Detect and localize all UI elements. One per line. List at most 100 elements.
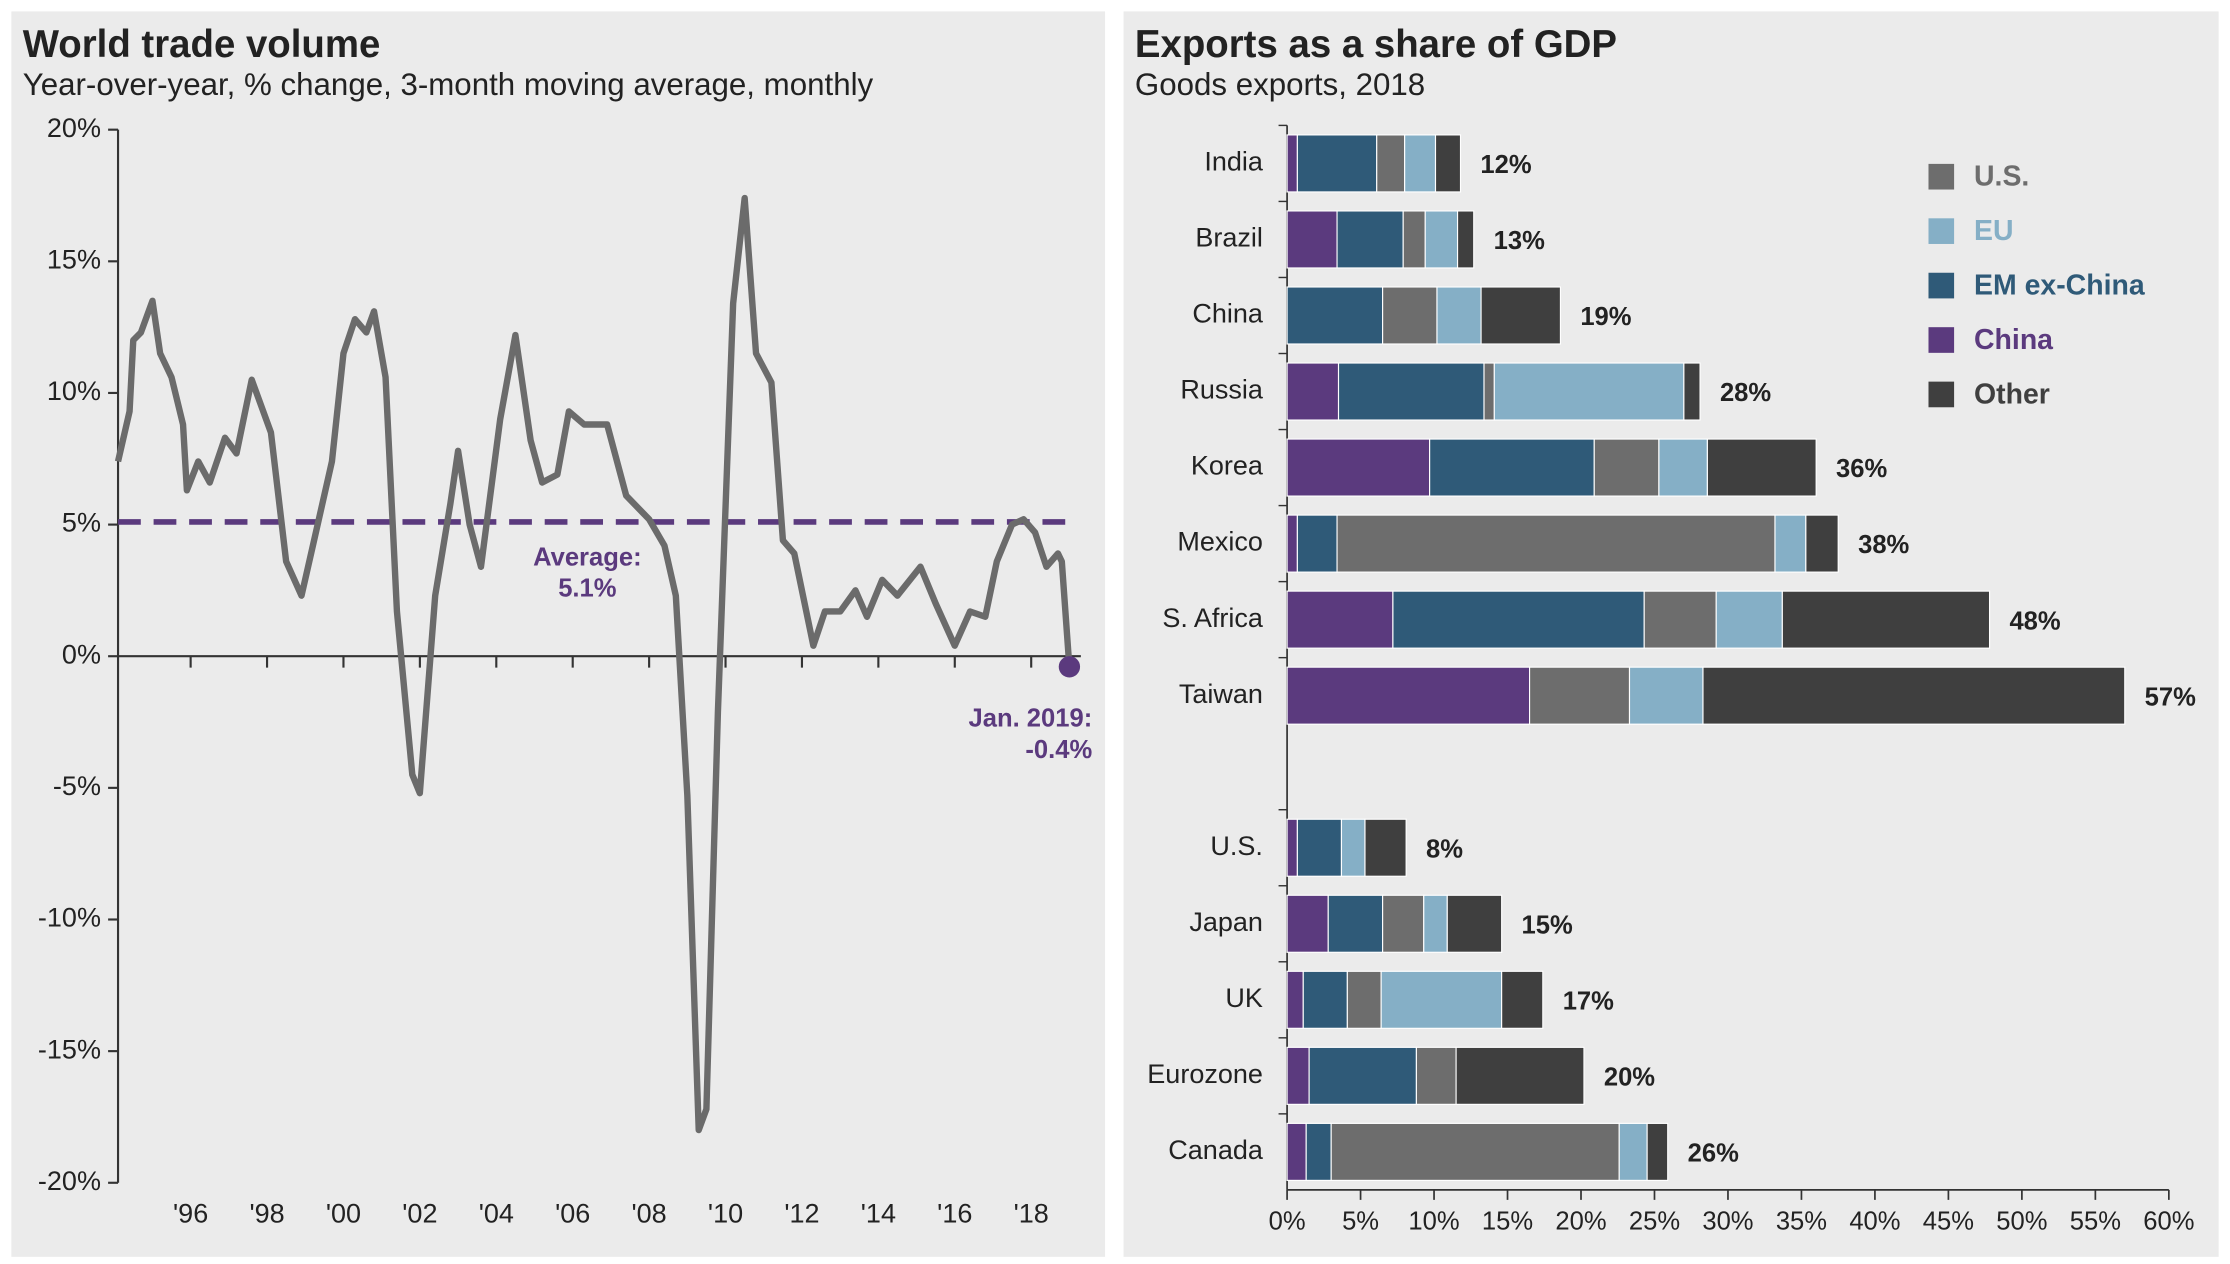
x-tick-label: 30% — [1702, 1207, 1753, 1235]
x-tick-label: 55% — [2070, 1207, 2121, 1235]
bar-segment — [1434, 134, 1462, 193]
annotation: 5.1% — [558, 575, 617, 603]
y-tick-label: Japan — [1189, 907, 1263, 937]
chart-title: Exports as a share of GDP — [1135, 23, 1617, 66]
y-tick-label: China — [1192, 299, 1264, 329]
bar-segment — [1286, 894, 1329, 953]
bar-segment — [1774, 514, 1807, 573]
y-tick-label: U.S. — [1210, 831, 1263, 861]
x-tick-label: 45% — [1923, 1207, 1974, 1235]
y-tick-label: -5% — [53, 771, 101, 801]
x-tick-label: 0% — [1269, 1207, 1306, 1235]
bar-segment — [1382, 286, 1438, 345]
x-tick-label: '18 — [1014, 1199, 1049, 1229]
bar-segment — [1429, 438, 1595, 497]
bar-segment — [1337, 362, 1485, 421]
annotation: -0.4% — [1025, 736, 1092, 764]
y-tick-label: UK — [1225, 983, 1263, 1013]
bar-segment — [1423, 894, 1448, 953]
y-tick-label: 10% — [47, 376, 101, 406]
bar-segment — [1286, 514, 1298, 573]
bar-segment — [1424, 210, 1459, 269]
y-tick-label: 0% — [62, 639, 101, 669]
bar-segment — [1643, 590, 1717, 649]
total-label: 26% — [1688, 1139, 1739, 1167]
x-tick-label: '02 — [402, 1199, 437, 1229]
legend-label: EM ex-China — [1974, 269, 2146, 301]
x-tick-label: '00 — [326, 1199, 361, 1229]
chart-subtitle: Year-over-year, % change, 3-month moving… — [23, 67, 874, 102]
bar-segment — [1376, 134, 1406, 193]
y-tick-label: Korea — [1191, 451, 1264, 481]
bar-segment — [1706, 438, 1817, 497]
left-panel — [11, 11, 1106, 1257]
bar-segment — [1286, 438, 1431, 497]
legend-label: China — [1974, 324, 2054, 356]
y-tick-label: Eurozone — [1147, 1059, 1263, 1089]
total-label: 36% — [1836, 455, 1887, 483]
x-tick-label: '12 — [784, 1199, 819, 1229]
x-tick-label: 15% — [1482, 1207, 1533, 1235]
legend-swatch — [1928, 272, 1955, 299]
legend-label: Other — [1974, 378, 2050, 410]
bar-segment — [1456, 210, 1475, 269]
y-tick-label: Taiwan — [1179, 679, 1263, 709]
annotation: Average: — [533, 543, 642, 571]
bar-segment — [1364, 818, 1407, 877]
total-label: 57% — [2145, 683, 2196, 711]
x-tick-label: '06 — [555, 1199, 590, 1229]
bar-segment — [1286, 590, 1394, 649]
bar-segment — [1340, 818, 1366, 877]
bar-segment — [1286, 362, 1340, 421]
y-tick-label: Brazil — [1195, 223, 1263, 253]
x-tick-label: '04 — [479, 1199, 514, 1229]
legend-label: EU — [1974, 215, 2014, 247]
bar-segment — [1415, 1046, 1457, 1105]
bar-segment — [1402, 210, 1426, 269]
bar-segment — [1593, 438, 1660, 497]
bar-segment — [1618, 1122, 1648, 1181]
x-tick-label: 20% — [1555, 1207, 1606, 1235]
x-tick-label: 50% — [1996, 1207, 2047, 1235]
y-tick-label: S. Africa — [1162, 603, 1264, 633]
bar-segment — [1305, 1122, 1332, 1181]
trade-line — [114, 194, 1073, 1134]
end-point — [1058, 656, 1081, 678]
bar-segment — [1336, 210, 1404, 269]
bar-segment — [1436, 286, 1482, 345]
bar-segment — [1330, 1122, 1620, 1181]
total-label: 19% — [1580, 303, 1631, 331]
total-label: 12% — [1480, 151, 1531, 179]
x-tick-label: '16 — [937, 1199, 972, 1229]
total-label: 17% — [1563, 987, 1614, 1015]
bar-segment — [1296, 514, 1338, 573]
bar-segment — [1382, 894, 1425, 953]
bar-segment — [1404, 134, 1437, 193]
bar-segment — [1493, 362, 1685, 421]
total-label: 20% — [1604, 1063, 1655, 1091]
bar-segment — [1296, 134, 1378, 193]
y-tick-label: 15% — [47, 244, 101, 274]
bar-segment — [1702, 666, 2126, 725]
bar-segment — [1296, 818, 1343, 877]
x-tick-label: 5% — [1342, 1207, 1379, 1235]
bar-segment — [1286, 1122, 1307, 1181]
y-tick-label: Russia — [1180, 375, 1264, 405]
bar-segment — [1805, 514, 1839, 573]
y-tick-label: India — [1204, 147, 1264, 177]
y-tick-label: 5% — [62, 508, 101, 538]
x-tick-label: 60% — [2143, 1207, 2194, 1235]
x-tick-label: '14 — [861, 1199, 896, 1229]
y-tick-label: 20% — [47, 113, 101, 143]
x-tick-label: '08 — [632, 1199, 667, 1229]
bar-segment — [1327, 894, 1384, 953]
legend-label: U.S. — [1974, 161, 2029, 193]
bar-segment — [1781, 590, 1991, 649]
y-tick-label: -15% — [38, 1034, 101, 1064]
y-tick-label: -10% — [38, 903, 101, 933]
y-tick-label: Mexico — [1177, 527, 1263, 557]
bar-segment — [1380, 970, 1503, 1029]
bar-segment — [1446, 894, 1503, 953]
